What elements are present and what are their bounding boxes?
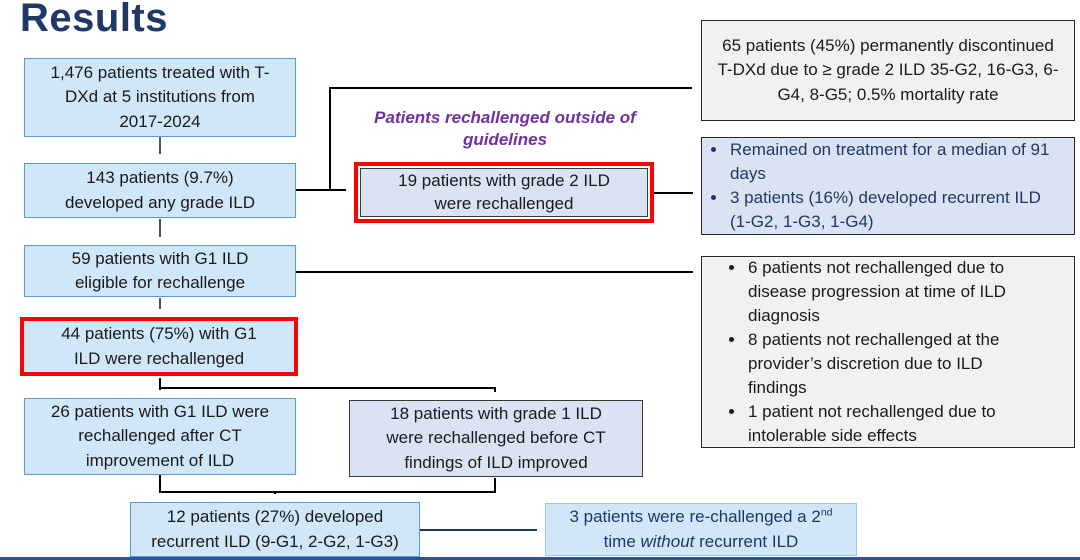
emphasis-without: without <box>640 531 695 551</box>
node-19-grade2-highlight: 19 patients with grade 2 ILD were rechal… <box>354 162 654 223</box>
superscript-nd: nd <box>820 506 833 519</box>
node-19-grade2-inner: 19 patients with grade 2 ILD were rechal… <box>360 168 648 217</box>
node-59-text: 59 patients with G1 ILD eligible for rec… <box>71 248 249 292</box>
node-26-text: 26 patients with G1 ILD were rechallenge… <box>50 402 270 470</box>
node-143-any-grade-ild: 143 patients (9.7%) developed any grade … <box>24 163 296 218</box>
slide-bottom-bar <box>0 557 1080 560</box>
node-1476-text: 1,476 patients treated with T-DXd at 5 i… <box>50 63 270 131</box>
node-12-recurrent-ild: 12 patients (27%) developed recurrent IL… <box>130 502 420 557</box>
node-26-after-ct: 26 patients with G1 ILD were rechallenge… <box>24 398 296 475</box>
node-3-second-rechallenge: 3 patients were re-challenged a 2nd time… <box>545 503 857 556</box>
bullet-item: 8 patients not rechallenged at the provi… <box>746 328 1038 400</box>
node-44-rechallenged-highlight: 44 patients (75%) with G1 ILD were recha… <box>20 317 298 376</box>
node-12-text: 12 patients (27%) developed recurrent IL… <box>151 507 399 551</box>
node-143-text: 143 patients (9.7%) developed any grade … <box>65 168 255 212</box>
node-65-discontinued: 65 patients (45%) permanently discontinu… <box>701 20 1075 121</box>
node-1476-treated: 1,476 patients treated with T-DXd at 5 i… <box>24 58 296 137</box>
node-65-text: 65 patients (45%) permanently discontinu… <box>717 36 1059 104</box>
annotation-outside-guidelines: Patients rechallenged outside of guideli… <box>374 108 636 150</box>
remained-bullet-list: Remained on treatment for a median of 91… <box>702 138 1050 235</box>
node-18-text: 18 patients with grade 1 ILD were rechal… <box>386 404 606 472</box>
bullet-item: Remained on treatment for a median of 91… <box>728 138 1050 186</box>
arrow-44-to-18 <box>160 387 496 392</box>
node-not-rechallenged-reasons: 6 patients not rechallenged due to disea… <box>701 256 1075 448</box>
page-title: Results <box>20 0 168 40</box>
not-rechallenged-bullet-list: 6 patients not rechallenged due to disea… <box>702 256 1038 449</box>
connector-26-18-merge <box>159 475 496 493</box>
bullet-item: 3 patients (16%) developed recurrent ILD… <box>728 186 1050 234</box>
node-44-text: 44 patients (75%) with G1 ILD were recha… <box>61 324 257 368</box>
bullet-item: 1 patient not rechallenged due to intole… <box>746 400 1038 448</box>
node-59-eligible: 59 patients with G1 ILD eligible for rec… <box>24 245 296 297</box>
node-remained-on-treatment: Remained on treatment for a median of 91… <box>701 137 1075 235</box>
node-19-text: 19 patients with grade 2 ILD were rechal… <box>398 170 610 213</box>
node-3-text: 3 patients were re-challenged a 2nd time… <box>569 506 833 551</box>
node-18-before-ct: 18 patients with grade 1 ILD were rechal… <box>349 400 643 477</box>
bullet-item: 6 patients not rechallenged due to disea… <box>746 256 1038 328</box>
